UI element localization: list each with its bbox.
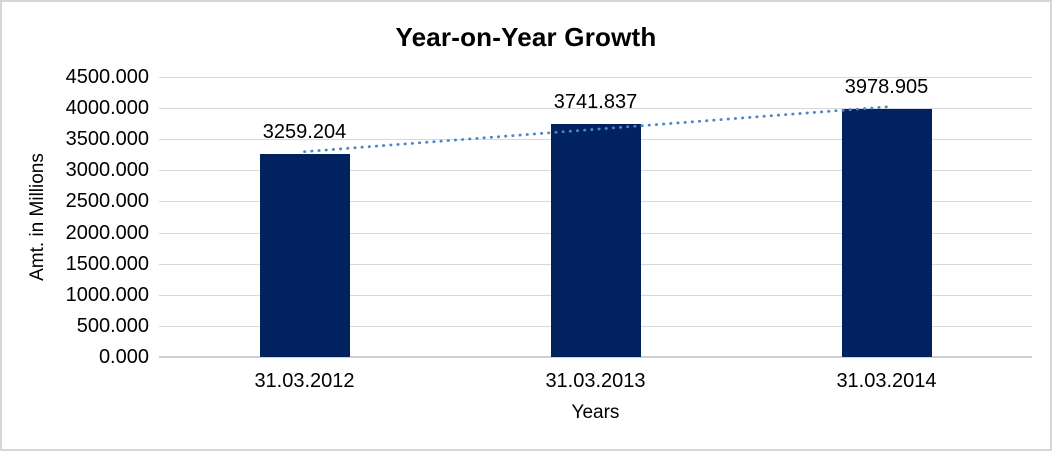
- x-axis-title: Years: [571, 402, 620, 423]
- y-tick-label: 500.000: [76, 314, 149, 337]
- gridline: [159, 77, 1032, 78]
- bar-31.03.2014: [841, 109, 932, 357]
- chart-title: Year-on-Year Growth: [395, 22, 657, 52]
- x-tick-label: 31.03.2012: [254, 370, 355, 392]
- y-tick-label: 1500.000: [65, 252, 149, 275]
- bar-31.03.2012: [259, 154, 350, 357]
- y-tick-label: 3500.000: [65, 128, 149, 151]
- y-tick-label: 2500.000: [65, 190, 149, 213]
- y-tick-label: 2000.000: [65, 221, 149, 244]
- y-tick-label: 4000.000: [65, 97, 149, 120]
- x-tick-label: 31.03.2014: [836, 370, 937, 392]
- y-tick-label: 1000.000: [65, 283, 149, 306]
- bar-31.03.2013: [550, 124, 641, 357]
- y-tick-label: 0.000: [98, 346, 149, 368]
- data-label: 3741.837: [553, 91, 638, 114]
- x-tick-label: 31.03.2013: [545, 370, 646, 392]
- data-label: 3978.905: [844, 76, 929, 99]
- x-axis-line: [159, 356, 1032, 358]
- data-label: 3259.204: [262, 121, 347, 144]
- y-tick-label: 3000.000: [65, 159, 149, 182]
- y-tick-label: 4500.000: [65, 66, 149, 88]
